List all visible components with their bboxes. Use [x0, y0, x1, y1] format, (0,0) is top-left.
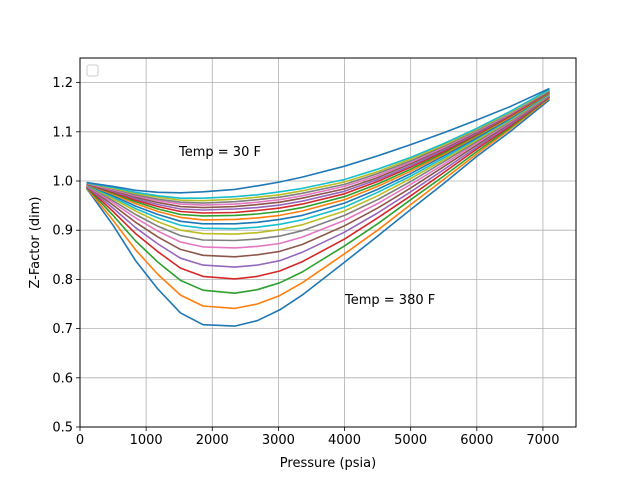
series-line-6 — [86, 95, 550, 258]
series-line-21 — [86, 87, 550, 194]
y-tick-label: 0.5 — [52, 421, 73, 436]
series-line-15 — [86, 90, 550, 211]
series-line-16 — [86, 90, 550, 209]
series-line-17 — [86, 89, 550, 206]
y-tick-label: 1.2 — [52, 76, 73, 91]
y-tick-label: 0.9 — [52, 224, 73, 239]
series-line-7 — [86, 94, 550, 249]
series-line-2 — [85, 97, 550, 310]
y-tick-label: 0.7 — [52, 322, 73, 337]
x-tick-label: 6000 — [460, 433, 493, 448]
axis-ticks: 0 1000 2000 3000 4000 5000 6000 7000 0.5 0.6 0.7 0.… — [52, 76, 559, 448]
series-line-14 — [86, 91, 550, 214]
y-tick-label: 1.0 — [52, 175, 73, 190]
plot-frame — [79, 57, 577, 428]
y-tick-label: 1.1 — [52, 125, 73, 140]
annotation-temp-380: Temp = 380 F — [344, 293, 435, 308]
annotation-temp-30: Temp = 30 F — [178, 145, 261, 160]
series-line-1 — [85, 99, 551, 327]
x-tick-label: 3000 — [262, 433, 295, 448]
series-line-8 — [86, 94, 550, 242]
y-tick-label: 0.8 — [52, 273, 73, 288]
series-line-9 — [86, 93, 550, 235]
series-line-20 — [86, 88, 550, 199]
series-line-3 — [86, 96, 550, 295]
series-line-13 — [86, 91, 550, 217]
series-line-18 — [86, 89, 550, 204]
series-line-10 — [86, 93, 550, 230]
x-tick-label: 1000 — [130, 433, 163, 448]
y-axis-label: Z-Factor (dim) — [28, 197, 43, 289]
x-tick-label: 7000 — [526, 433, 559, 448]
series-line-5 — [86, 95, 550, 268]
x-tick-label: 0 — [76, 433, 84, 448]
x-tick-label: 5000 — [394, 433, 427, 448]
legend-box — [86, 64, 99, 77]
series-line-4 — [86, 96, 550, 280]
x-tick-label: 4000 — [328, 433, 361, 448]
series-line-12 — [86, 92, 550, 221]
series-line-19 — [86, 89, 550, 202]
series-lines — [85, 87, 551, 327]
plot-area — [80, 58, 576, 427]
y-tick-label: 0.6 — [52, 371, 73, 386]
x-axis-label: Pressure (psia) — [280, 456, 376, 471]
series-line-11 — [86, 92, 550, 225]
x-tick-label: 2000 — [196, 433, 229, 448]
